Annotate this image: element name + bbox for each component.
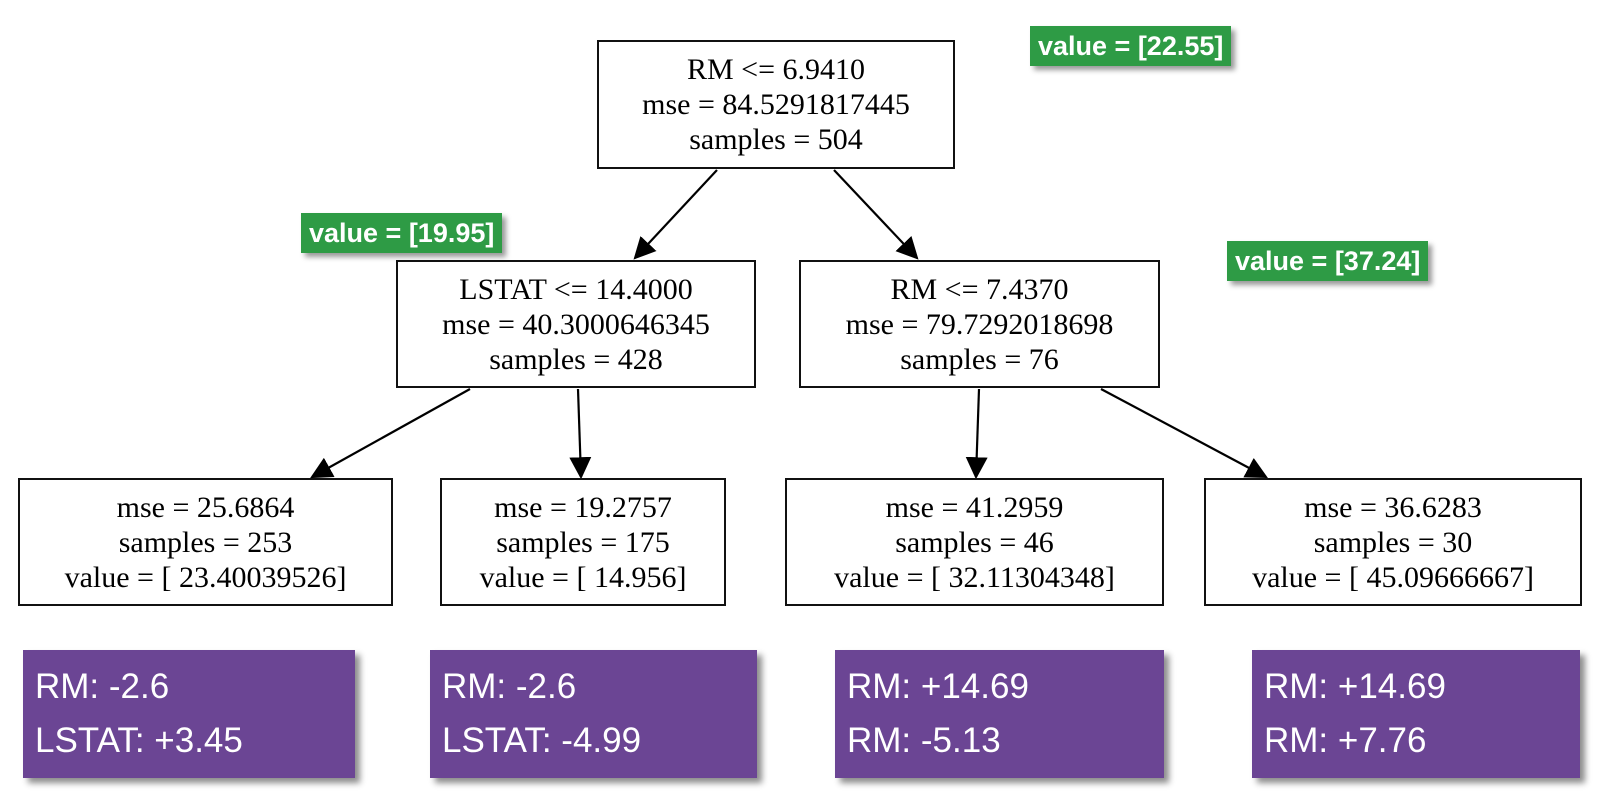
contribution-box-4: RM: +14.69 RM: +7.76 [1252,650,1580,778]
leaf-value-label: value = [ 45.09666667] [1252,560,1534,594]
value-label-left: value = [19.95] [301,213,503,253]
tree-leaf-1: mse = 25.6864 samples = 253 value = [ 23… [18,478,393,606]
leaf-samples-label: samples = 253 [118,525,293,559]
leaf-mse-label: mse = 36.6283 [1304,490,1482,524]
leaf-value-label: value = [ 23.40039526] [64,560,347,594]
leaf-value-label: value = [ 14.956] [479,560,687,594]
leaf-value-label: value = [ 32.11304348] [834,560,1115,594]
value-label-right: value = [37.24] [1227,241,1429,281]
edge-right-to-leaf-3 [965,388,988,480]
tree-leaf-4: mse = 36.6283 samples = 30 value = [ 45.… [1204,478,1582,606]
tree-leaf-3: mse = 41.2959 samples = 46 value = [ 32.… [785,478,1164,606]
node-split-label: RM <= 7.4370 [890,272,1069,306]
leaf-samples-label: samples = 30 [1313,525,1473,559]
contribution-line-2: RM: +7.76 [1264,721,1427,760]
tree-leaf-2: mse = 19.2757 samples = 175 value = [ 14… [440,478,726,606]
node-mse-label: mse = 84.5291817445 [642,88,910,121]
leaf-samples-label: samples = 175 [496,525,670,559]
contribution-line-1: RM: +14.69 [1264,667,1446,706]
contribution-box-2: RM: -2.6 LSTAT: -4.99 [430,650,757,778]
node-split-label: LSTAT <= 14.4000 [459,272,693,306]
edge-root-to-right [833,169,919,260]
node-mse-label: mse = 79.7292018698 [845,307,1114,341]
edge-root-to-left [633,169,718,260]
leaf-mse-label: mse = 25.6864 [116,490,295,524]
tree-node-right: RM <= 7.4370 mse = 79.7292018698 samples… [799,260,1160,388]
contribution-line-2: LSTAT: +3.45 [35,721,243,760]
value-label-root: value = [22.55] [1030,26,1232,66]
edge-left-to-leaf-1 [310,388,471,479]
node-mse-label: mse = 40.3000646345 [442,307,710,341]
leaf-mse-label: mse = 19.2757 [494,490,672,524]
leaf-mse-label: mse = 41.2959 [885,490,1064,524]
node-samples-label: samples = 428 [489,342,663,376]
contribution-line-1: RM: -2.6 [35,667,170,706]
tree-node-root: RM <= 6.9410 mse = 84.5291817445 samples… [597,40,955,169]
contribution-line-1: RM: -2.6 [442,667,577,706]
tree-node-left: LSTAT <= 14.4000 mse = 40.3000646345 sam… [396,260,756,388]
contribution-line-1: RM: +14.69 [847,667,1029,706]
node-samples-label: samples = 76 [900,342,1059,376]
edge-right-to-leaf-4 [1100,388,1268,479]
contribution-box-1: RM: -2.6 LSTAT: +3.45 [23,650,355,778]
node-samples-label: samples = 504 [689,123,863,156]
edge-left-to-leaf-2 [569,388,592,480]
contribution-line-2: RM: -5.13 [847,721,1001,760]
contribution-box-3: RM: +14.69 RM: -5.13 [835,650,1164,778]
contribution-line-2: LSTAT: -4.99 [442,721,642,760]
leaf-samples-label: samples = 46 [895,525,1054,559]
node-split-label: RM <= 6.9410 [686,53,866,86]
